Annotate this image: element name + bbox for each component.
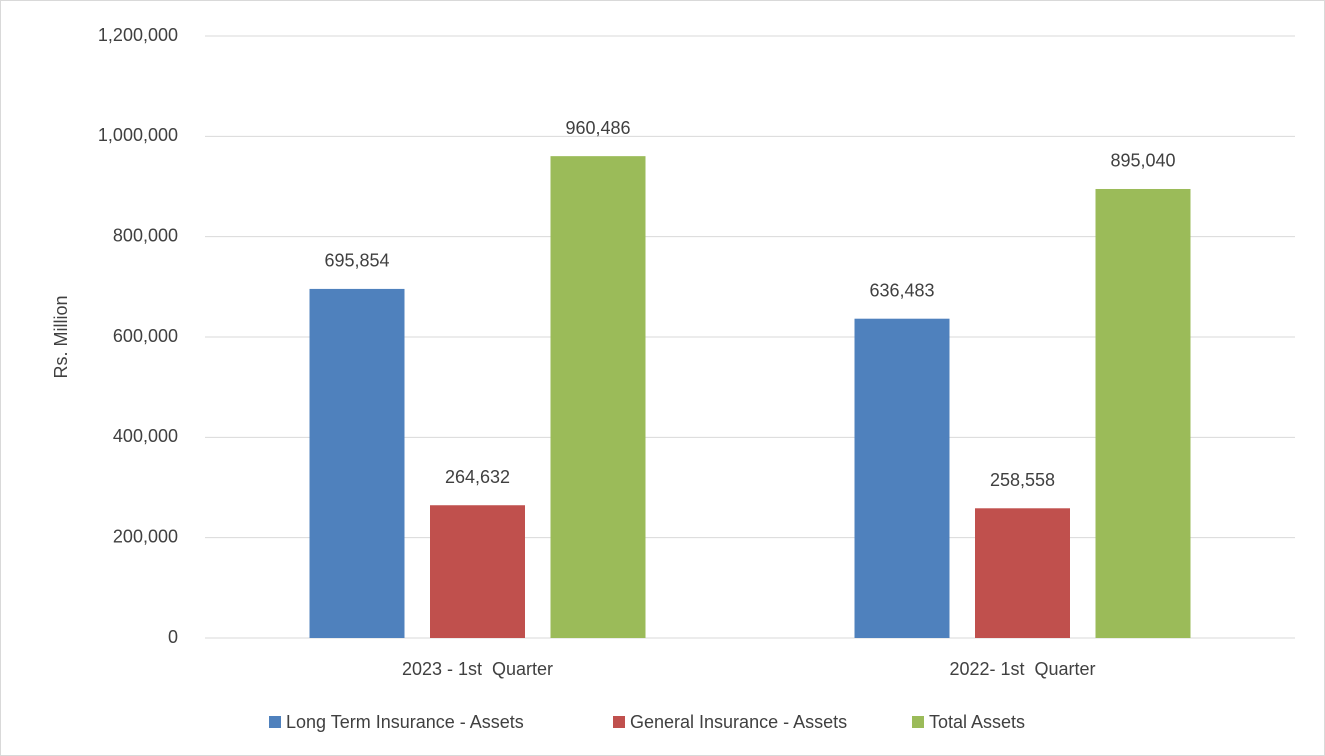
- y-tick-label: 800,000: [113, 225, 178, 245]
- bar: [550, 156, 646, 638]
- y-tick-label: 600,000: [113, 326, 178, 346]
- legend-swatch: [269, 716, 281, 728]
- legend-label: Long Term Insurance - Assets: [286, 712, 524, 732]
- data-label: 695,854: [324, 251, 389, 271]
- data-label: 636,483: [869, 280, 934, 300]
- y-axis-label: Rs. Million: [51, 295, 71, 378]
- legend-swatch: [613, 716, 625, 728]
- bar: [1095, 188, 1191, 638]
- y-tick-label: 1,000,000: [98, 125, 178, 145]
- legend-swatch: [912, 716, 924, 728]
- legend-label: General Insurance - Assets: [630, 712, 847, 732]
- data-label: 960,486: [565, 118, 630, 138]
- data-label: 258,558: [990, 470, 1055, 490]
- bar: [975, 508, 1070, 638]
- legend-label: Total Assets: [929, 712, 1025, 732]
- y-tick-label: 200,000: [113, 526, 178, 546]
- y-tick-label: 0: [168, 627, 178, 647]
- bar: [309, 288, 405, 638]
- x-tick-label: 2022- 1st Quarter: [949, 659, 1095, 679]
- y-tick-label: 400,000: [113, 426, 178, 446]
- y-tick-label: 1,200,000: [98, 25, 178, 45]
- bar: [854, 318, 950, 638]
- data-label: 264,632: [445, 467, 510, 487]
- x-tick-label: 2023 - 1st Quarter: [402, 659, 553, 679]
- bar: [430, 505, 525, 638]
- data-label: 895,040: [1110, 151, 1175, 171]
